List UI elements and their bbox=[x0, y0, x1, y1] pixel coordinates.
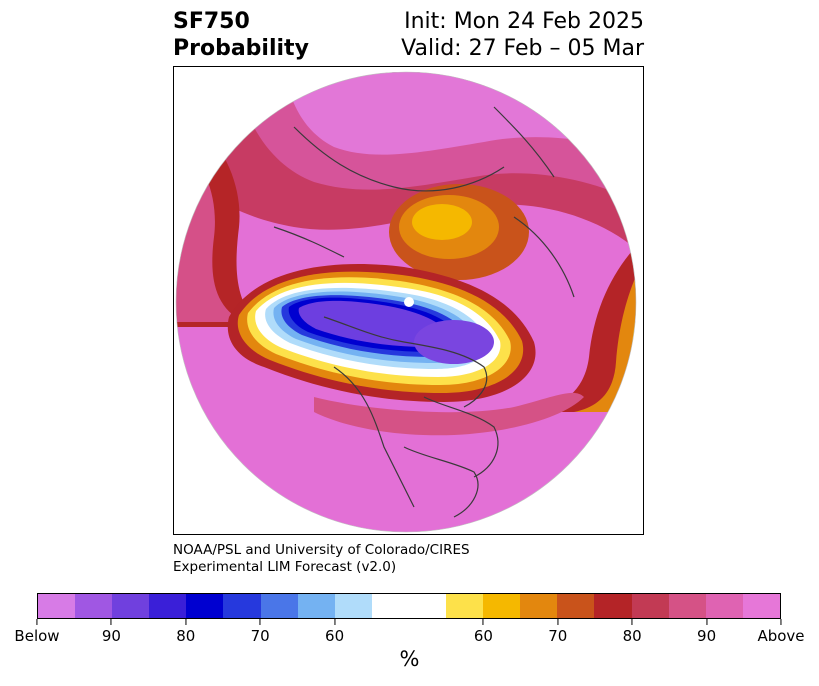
colorbar-tick-label: 90 bbox=[101, 627, 121, 645]
colorbar-tick-label: Above bbox=[757, 627, 805, 645]
colorbar-swatch bbox=[149, 594, 187, 618]
colorbar-tick-label: 70 bbox=[548, 627, 568, 645]
title-line-2: Probability bbox=[173, 36, 309, 61]
colorbar-tick-label: 60 bbox=[473, 627, 493, 645]
colorbar-swatch bbox=[446, 594, 484, 618]
colorbar-swatch bbox=[297, 594, 335, 618]
colorbar-tick: 80 bbox=[623, 619, 642, 645]
colorbar-label: % bbox=[399, 647, 420, 671]
colorbar-tick: 70 bbox=[251, 619, 270, 645]
colorbar-tick: 60 bbox=[474, 619, 493, 645]
init-date: Init: Mon 24 Feb 2025 bbox=[404, 9, 644, 34]
colorbar-swatch bbox=[520, 594, 558, 618]
credit-text: NOAA/PSL and University of Colorado/CIRE… bbox=[173, 542, 470, 576]
credit-line-2: Experimental LIM Forecast (v2.0) bbox=[173, 559, 397, 575]
colorbar-tick: 90 bbox=[697, 619, 716, 645]
colorbar-swatch bbox=[38, 594, 76, 618]
colorbar-swatch bbox=[631, 594, 669, 618]
colorbar-swatch bbox=[75, 594, 113, 618]
colorbar-swatch bbox=[594, 594, 632, 618]
probability-field bbox=[176, 72, 636, 532]
colorbar-tick: 60 bbox=[325, 619, 344, 645]
map-title: SF750 Probability bbox=[173, 8, 309, 62]
colorbar-tick-label: 90 bbox=[697, 627, 717, 645]
colorbar-swatch bbox=[408, 594, 447, 618]
colorbar bbox=[37, 593, 781, 619]
forecast-dates: Init: Mon 24 Feb 2025 Valid: 27 Feb – 05… bbox=[401, 8, 644, 62]
colorbar-swatch bbox=[186, 594, 224, 618]
colorbar-swatch bbox=[371, 594, 409, 618]
colorbar-tick-label: Below bbox=[14, 627, 60, 645]
colorbar-swatch bbox=[483, 594, 521, 618]
colorbar-tick: 90 bbox=[102, 619, 121, 645]
colorbar-swatch bbox=[112, 594, 150, 618]
colorbar-swatch bbox=[705, 594, 743, 618]
credit-line-1: NOAA/PSL and University of Colorado/CIRE… bbox=[173, 542, 470, 558]
valid-date: Valid: 27 Feb – 05 Mar bbox=[401, 36, 644, 61]
colorbar-swatch bbox=[557, 594, 595, 618]
colorbar-tick-label: 80 bbox=[622, 627, 642, 645]
title-line-1: SF750 bbox=[173, 9, 250, 34]
colorbar-tick-label: 80 bbox=[176, 627, 196, 645]
colorbar-tick: 70 bbox=[548, 619, 567, 645]
map-panel bbox=[173, 66, 644, 535]
colorbar-swatch bbox=[223, 594, 261, 618]
colorbar-ticks: Below 90 80 70 60 60 70 80 90 Above bbox=[14, 619, 805, 649]
polar-map bbox=[175, 71, 637, 533]
colorbar-swatch bbox=[334, 594, 372, 618]
colorbar-swatch bbox=[668, 594, 706, 618]
colorbar-swatch bbox=[260, 594, 298, 618]
colorbar-tick-label: 70 bbox=[250, 627, 270, 645]
colorbar-tick-label: 60 bbox=[325, 627, 345, 645]
colorbar-tick: 80 bbox=[176, 619, 195, 645]
colorbar-swatch bbox=[742, 594, 780, 618]
colorbar-tick: Above bbox=[757, 619, 805, 645]
colorbar-tick: Below bbox=[14, 619, 60, 645]
